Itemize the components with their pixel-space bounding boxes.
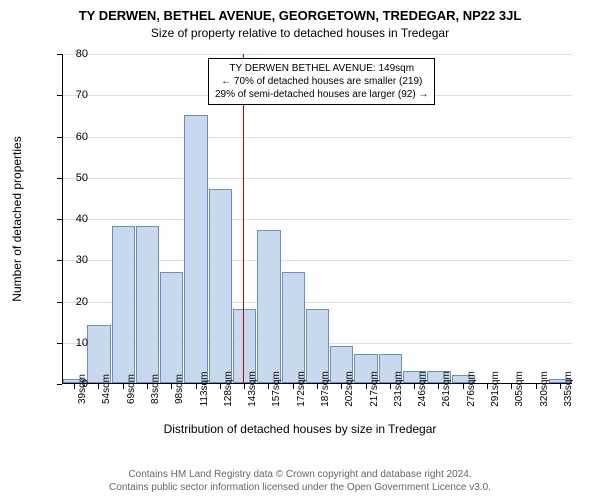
x-tick-label: 217sqm — [369, 371, 380, 407]
x-tick-label: 231sqm — [393, 371, 404, 407]
histogram-bar — [257, 230, 280, 383]
x-tick-mark — [414, 384, 415, 389]
x-tick-label: 98sqm — [174, 374, 185, 404]
gridline — [63, 54, 572, 55]
x-tick-label: 246sqm — [417, 371, 428, 407]
y-tick-mark — [57, 54, 62, 55]
page-subtitle: Size of property relative to detached ho… — [0, 26, 600, 40]
histogram-bar — [160, 272, 183, 383]
x-tick-label: 276sqm — [466, 371, 477, 407]
header: TY DERWEN, BETHEL AVENUE, GEORGETOWN, TR… — [0, 0, 600, 40]
x-tick-label: 69sqm — [126, 374, 137, 404]
chart-container: Number of detached properties 0102030405… — [0, 44, 600, 446]
x-tick-mark — [560, 384, 561, 389]
x-tick-label: 305sqm — [514, 371, 525, 407]
x-tick-mark — [341, 384, 342, 389]
x-tick-mark — [293, 384, 294, 389]
histogram-bar — [184, 115, 207, 383]
y-tick-mark — [57, 343, 62, 344]
histogram-bar — [282, 272, 305, 383]
annotation-line3: 29% of semi-detached houses are larger (… — [215, 88, 428, 101]
footer-line1: Contains HM Land Registry data © Crown c… — [0, 468, 600, 481]
annotation-line1: TY DERWEN BETHEL AVENUE: 149sqm — [215, 62, 428, 75]
page-title: TY DERWEN, BETHEL AVENUE, GEORGETOWN, TR… — [0, 8, 600, 23]
x-tick-label: 143sqm — [247, 371, 258, 407]
histogram-bar — [136, 226, 159, 383]
y-tick-label: 30 — [76, 254, 88, 266]
y-tick-label: 40 — [76, 213, 88, 225]
x-tick-label: 320sqm — [539, 371, 550, 407]
x-tick-mark — [98, 384, 99, 389]
y-tick-label: 60 — [76, 131, 88, 143]
x-tick-mark — [390, 384, 391, 389]
y-tick-label: 80 — [76, 48, 88, 60]
y-tick-mark — [57, 219, 62, 220]
y-tick-mark — [57, 302, 62, 303]
gridline — [63, 219, 572, 220]
x-tick-mark — [317, 384, 318, 389]
x-tick-label: 128sqm — [223, 371, 234, 407]
x-tick-mark — [366, 384, 367, 389]
x-tick-mark — [463, 384, 464, 389]
x-tick-label: 83sqm — [150, 374, 161, 404]
x-tick-label: 291sqm — [490, 371, 501, 407]
x-tick-mark — [438, 384, 439, 389]
x-tick-mark — [196, 384, 197, 389]
y-axis-label: Number of detached properties — [10, 136, 24, 301]
x-tick-label: 261sqm — [441, 371, 452, 407]
x-tick-mark — [536, 384, 537, 389]
histogram-bar — [209, 189, 232, 383]
y-tick-mark — [57, 137, 62, 138]
y-tick-label: 20 — [76, 296, 88, 308]
x-tick-label: 335sqm — [563, 371, 574, 407]
footer-line2: Contains public sector information licen… — [0, 481, 600, 494]
x-tick-label: 113sqm — [199, 372, 210, 407]
gridline — [63, 137, 572, 138]
annotation-line2: ← 70% of detached houses are smaller (21… — [215, 75, 428, 88]
x-tick-mark — [171, 384, 172, 389]
x-tick-mark — [74, 384, 75, 389]
x-tick-mark — [487, 384, 488, 389]
gridline — [63, 178, 572, 179]
x-tick-mark — [220, 384, 221, 389]
footer: Contains HM Land Registry data © Crown c… — [0, 468, 600, 494]
x-tick-label: 172sqm — [296, 371, 307, 407]
x-tick-label: 202sqm — [344, 371, 355, 407]
x-tick-label: 187sqm — [320, 371, 331, 407]
histogram-bar — [112, 226, 135, 383]
x-tick-mark — [147, 384, 148, 389]
y-tick-label: 50 — [76, 172, 88, 184]
x-tick-mark — [268, 384, 269, 389]
x-tick-label: 157sqm — [271, 371, 282, 407]
y-tick-mark — [57, 95, 62, 96]
x-tick-label: 39sqm — [77, 374, 88, 404]
y-tick-mark — [57, 384, 62, 385]
x-tick-mark — [511, 384, 512, 389]
y-tick-label: 70 — [76, 89, 88, 101]
y-tick-mark — [57, 178, 62, 179]
x-tick-mark — [244, 384, 245, 389]
annotation-box: TY DERWEN BETHEL AVENUE: 149sqm ← 70% of… — [208, 58, 435, 105]
x-tick-mark — [123, 384, 124, 389]
y-tick-label: 10 — [76, 337, 88, 349]
y-tick-mark — [57, 260, 62, 261]
x-tick-label: 54sqm — [101, 374, 112, 404]
x-axis-label: Distribution of detached houses by size … — [0, 422, 600, 436]
